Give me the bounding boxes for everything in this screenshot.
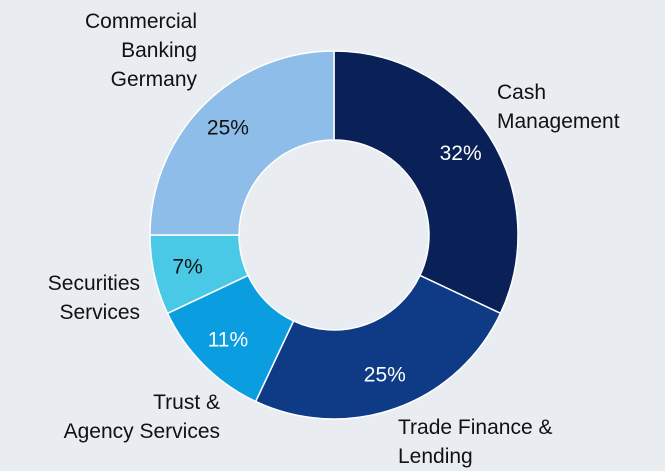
value-label: 11% (208, 329, 248, 352)
donut-segment (149, 50, 335, 236)
category-label: Trade Finance & Lending (398, 416, 553, 468)
category-label: Securities Services (47, 272, 140, 324)
category-label: Commercial Banking Germany (84, 10, 197, 91)
donut-segment (333, 50, 519, 315)
value-label: 25% (364, 364, 406, 387)
donut-segment (254, 274, 502, 420)
value-label: 7% (172, 255, 202, 278)
category-label: Trust & Agency Services (63, 391, 220, 443)
category-label: Cash Management (497, 81, 620, 133)
value-label: 25% (207, 116, 249, 139)
value-label: 32% (440, 142, 482, 165)
